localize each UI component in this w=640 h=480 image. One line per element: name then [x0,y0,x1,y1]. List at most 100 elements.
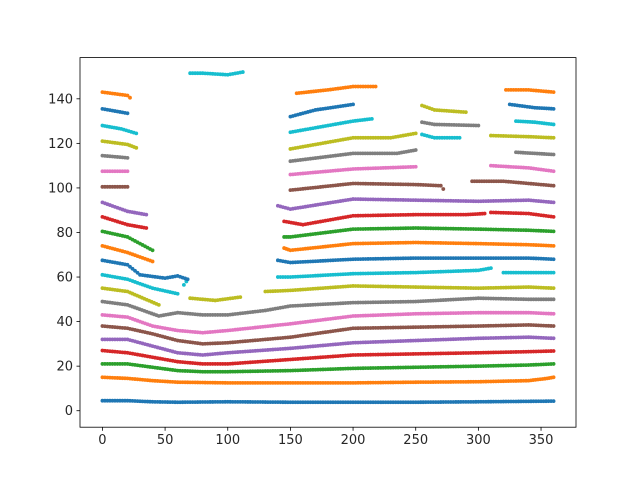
data-point [351,102,355,107]
data-point [156,302,161,307]
series-14-segment-0 [100,200,149,217]
series-13-segment-1 [282,211,487,227]
data-point [489,266,493,271]
series-11-segment-1 [282,240,556,253]
series-9-segment-2 [275,266,493,279]
data-point [551,349,556,353]
series-2-segment-0 [100,362,556,374]
series-19-segment-0 [100,123,139,136]
series-16 [100,163,556,177]
data-point [551,362,556,366]
series-8-segment-2 [263,284,556,294]
data-point [551,183,556,188]
data-point [128,95,132,100]
data-point [551,399,556,404]
data-point [134,131,139,136]
series-2 [100,362,556,374]
data-point [551,270,556,275]
series-10 [100,256,556,282]
x-tick-label: 250 [403,433,428,448]
series-22 [188,70,245,77]
data-point [238,295,243,299]
series-20 [100,102,556,119]
series-17-segment-1 [288,148,418,164]
series-18-segment-0 [100,139,139,150]
series-20-segment-2 [507,102,556,111]
data-point [125,155,130,160]
data-point [551,324,556,328]
data-point [175,291,180,296]
series-15-segment-1 [288,181,446,193]
data-point [551,152,556,157]
data-point [181,282,186,287]
series-22-segment-0 [188,70,245,77]
series-23-segment-0 [420,120,481,128]
data-point [551,286,556,291]
series-10-segment-1 [275,256,556,265]
series-5 [100,323,556,346]
data-point [551,336,556,341]
series-8 [100,284,556,307]
data-point [125,184,130,189]
series-19-segment-1 [288,116,374,135]
data-point [125,111,130,116]
data-point [551,311,556,316]
y-tick-label: 40 [56,315,73,330]
data-point [150,259,155,264]
series-6 [100,310,556,335]
series-20-segment-1 [288,102,355,119]
series-15-segment-2 [470,179,556,188]
series-21-segment-2 [504,88,556,95]
series-11-segment-0 [100,243,155,264]
series-20-segment-0 [100,106,130,116]
series-15 [100,179,556,193]
plot-frame [79,57,577,428]
x-tick-label: 200 [341,433,366,448]
data-point [150,248,155,253]
series-17-segment-0 [100,153,130,160]
data-point [240,70,245,74]
data-point [551,135,556,140]
series-19-segment-2 [420,132,462,140]
series-layer [100,70,556,405]
series-3 [100,348,556,366]
series-4-segment-0 [100,335,556,357]
series-12 [100,226,556,253]
series-19 [100,116,556,140]
x-tick-label: 50 [157,433,174,448]
series-11 [100,240,556,264]
series-13-segment-0 [100,214,149,230]
y-axis: 0 20 40 60 80 100 120 140 [48,92,80,419]
y-tick-label: 120 [48,137,73,152]
series-3-segment-0 [100,348,556,366]
data-point [413,148,418,152]
series-7-segment-0 [100,296,556,318]
data-point [551,229,556,234]
data-point [144,212,149,217]
y-tick-label: 80 [56,226,73,241]
data-point [373,84,378,89]
series-10-segment-0 [100,258,190,282]
series-15-segment-0 [100,184,130,189]
series-1 [100,375,556,385]
data-point [551,90,556,95]
data-point [551,257,556,262]
series-12-segment-1 [282,226,556,239]
data-point [413,164,418,169]
data-point [144,226,149,230]
y-tick-label: 140 [48,92,73,107]
series-18 [100,103,556,151]
data-point [457,135,462,140]
data-point [551,214,556,219]
x-tick-label: 300 [466,433,491,448]
x-axis: 0 50 100 150 200 250 300 350 [98,427,553,448]
series-7 [100,296,556,318]
x-tick-label: 150 [278,433,303,448]
x-tick-label: 100 [215,433,240,448]
y-tick-label: 20 [56,360,73,375]
data-point [551,243,556,248]
y-tick-label: 60 [56,271,73,286]
x-tick-label: 350 [529,433,554,448]
x-tick-label: 0 [98,433,106,448]
data-point [551,297,556,302]
